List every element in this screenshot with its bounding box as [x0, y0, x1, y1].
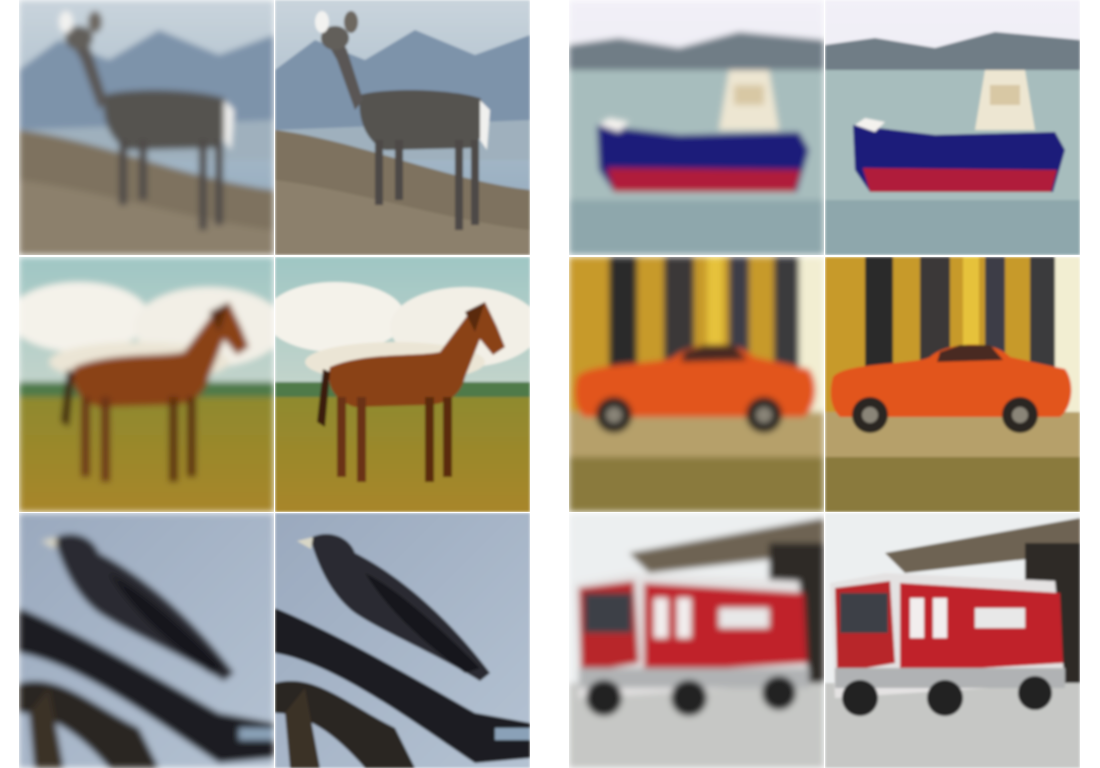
car-blurry — [569, 257, 824, 512]
bird-blurry — [19, 513, 274, 768]
car-sharp — [825, 257, 1080, 512]
truck-sharp — [825, 513, 1080, 768]
horse-blurry — [19, 257, 274, 512]
horse-sharp — [275, 257, 530, 512]
ship-sharp — [825, 0, 1080, 255]
bird-sharp — [275, 513, 530, 768]
truck-blurry — [569, 513, 824, 768]
deer-blurry — [19, 0, 274, 255]
deer-sharp — [275, 0, 530, 255]
ship-blurry — [569, 0, 824, 255]
